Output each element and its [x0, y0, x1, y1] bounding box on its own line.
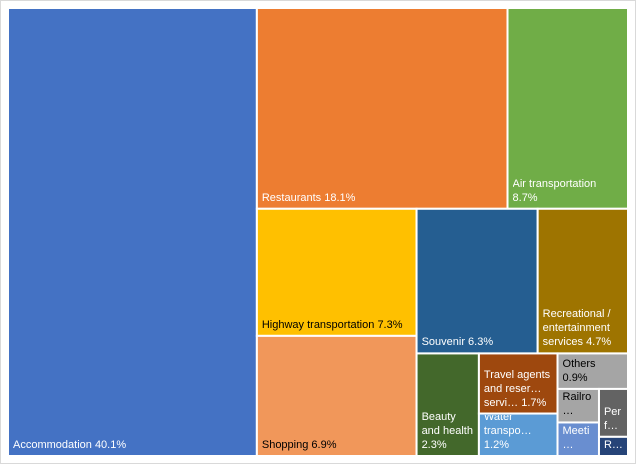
tile-label: Highway transportation 7.3%: [261, 318, 403, 331]
tile-label: Restaurants 18.1%: [261, 191, 356, 204]
value-label: 7.3%: [377, 318, 403, 331]
value-label: 0.9%: [562, 371, 588, 384]
tile: [477, 412, 559, 458]
category-label: Shopping: [261, 438, 309, 451]
tile-label: Railro…: [562, 391, 592, 418]
tile: [536, 207, 630, 355]
tile: [255, 7, 509, 210]
value-label: 8.7%: [512, 191, 538, 204]
category-label: Others: [562, 357, 596, 370]
tile-label: R…: [603, 438, 623, 451]
tile: [415, 352, 480, 458]
tile: [597, 435, 629, 458]
category-label: Air transportation: [512, 177, 597, 190]
tile-label: Water transpo… 1.2%: [483, 414, 532, 451]
category-label: Railro…: [562, 391, 592, 418]
value-label: 4.7%: [586, 336, 612, 349]
value-label: 1.7%: [521, 396, 547, 409]
tile-label: Accommodation 40.1%: [13, 439, 127, 451]
tile-label: Recreational / entertainment services 4.…: [542, 308, 612, 349]
tile-label: Perf…: [603, 405, 622, 432]
value-label: 6.9%: [311, 438, 337, 451]
tile-label: Shopping 6.9%: [261, 438, 337, 451]
tile-label: Travel agents and reser… servi… 1.7%: [483, 368, 551, 409]
tile-label: Beauty and health 2.3%: [421, 410, 473, 451]
category-label: R…: [603, 438, 623, 451]
tile-label: Air transportation 8.7%: [512, 177, 597, 204]
value-label: 18.1%: [324, 191, 356, 204]
category-label: Beauty and health: [421, 410, 473, 437]
tile-label: Meeti…: [562, 424, 590, 451]
category-label: Recreational / entertainment services: [542, 308, 611, 349]
category-label: Water transpo…: [483, 414, 532, 437]
category-label: Restaurants: [261, 191, 322, 204]
tile: [7, 7, 258, 457]
tile: [597, 387, 629, 438]
tile: [556, 421, 600, 458]
category-label: Highway transportation: [261, 318, 375, 331]
category-label: Perf…: [603, 405, 622, 432]
value-label: 1.2%: [483, 438, 509, 451]
tile-label: Others 0.9%: [562, 357, 596, 384]
value-label: 40.1%: [94, 439, 127, 451]
category-label: Souvenir: [421, 336, 465, 349]
category-label: Accommodation: [13, 439, 92, 451]
tile: [556, 352, 630, 390]
tile-label: Souvenir 6.3%: [421, 336, 494, 349]
value-label: 6.3%: [468, 336, 494, 349]
category-label: Travel agents and reser… servi…: [483, 368, 551, 409]
tile: [255, 334, 418, 458]
category-label: Meeti…: [562, 424, 590, 451]
value-label: 2.3%: [421, 438, 447, 451]
tile: [506, 7, 630, 210]
